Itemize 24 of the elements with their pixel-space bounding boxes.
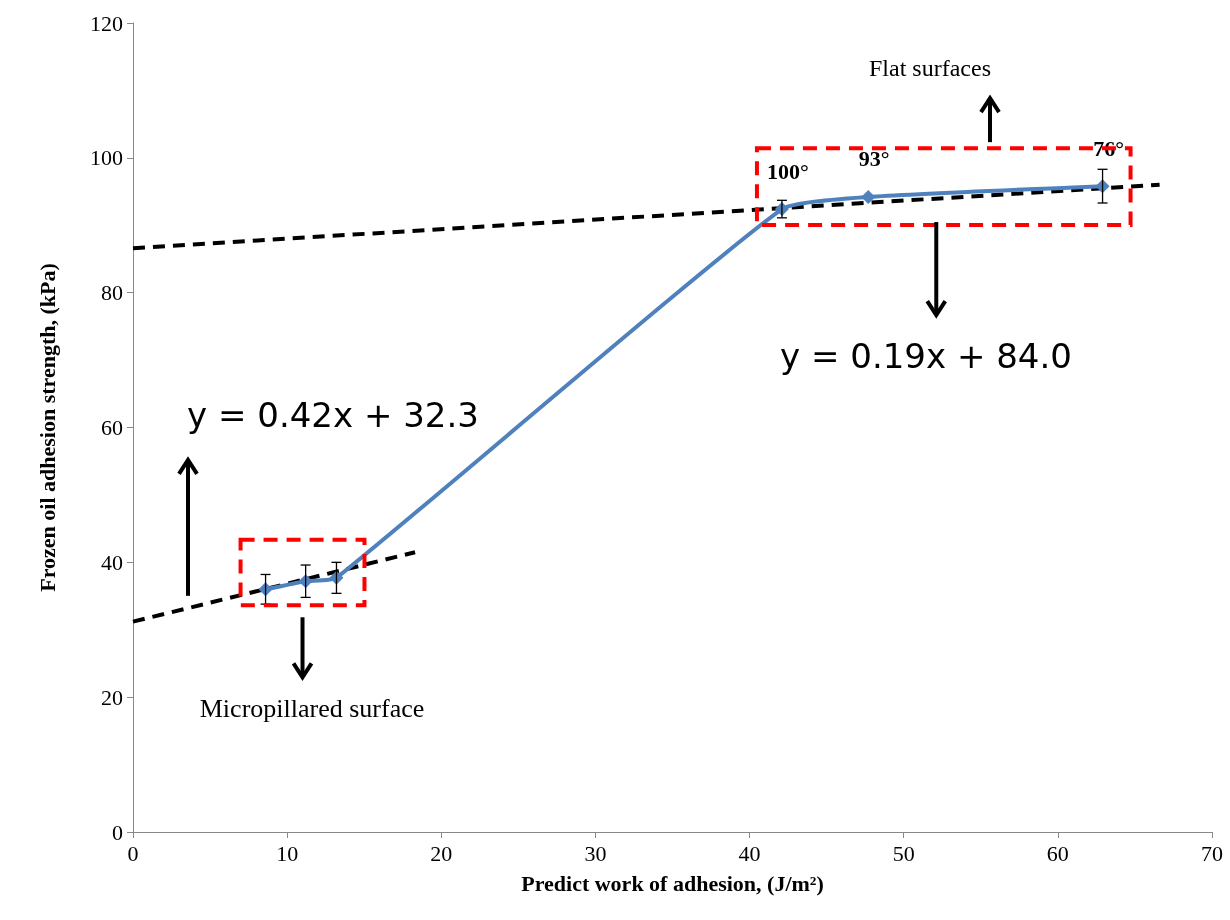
annotation: 93° — [858, 146, 890, 172]
y-tick-label: 120 — [90, 10, 123, 36]
y-tick-label: 0 — [112, 819, 123, 845]
x-tick-label: 40 — [738, 840, 761, 866]
y-tick-label: 20 — [101, 684, 123, 710]
x-tick-label: 10 — [276, 840, 299, 866]
y-tick-label: 60 — [101, 415, 123, 440]
y-axis-title: Frozen oil adhesion strength, (kPa) — [34, 263, 60, 592]
x-axis-title: Predict work of adhesion, (J/m²) — [521, 870, 824, 896]
x-tick-label: 60 — [1046, 840, 1069, 866]
y-tick-label: 40 — [101, 549, 123, 575]
x-tick-label: 20 — [430, 840, 453, 866]
y-tick-label: 80 — [101, 280, 123, 306]
annotation: 100° — [767, 158, 809, 184]
annotation: y = 0.19x + 84.0 — [780, 336, 1072, 376]
x-tick-label: 0 — [127, 840, 139, 866]
point — [861, 189, 876, 204]
annotation: y = 0.42x + 32.3 — [187, 395, 479, 435]
annotation: Flat surfaces — [869, 55, 991, 81]
x-tick-label: 30 — [584, 840, 607, 866]
y-tick-label: 100 — [90, 145, 123, 171]
annotation: Micropillared surface — [199, 693, 425, 723]
x-tick-label: 70 — [1201, 840, 1223, 866]
x-tick-label: 50 — [892, 840, 915, 866]
